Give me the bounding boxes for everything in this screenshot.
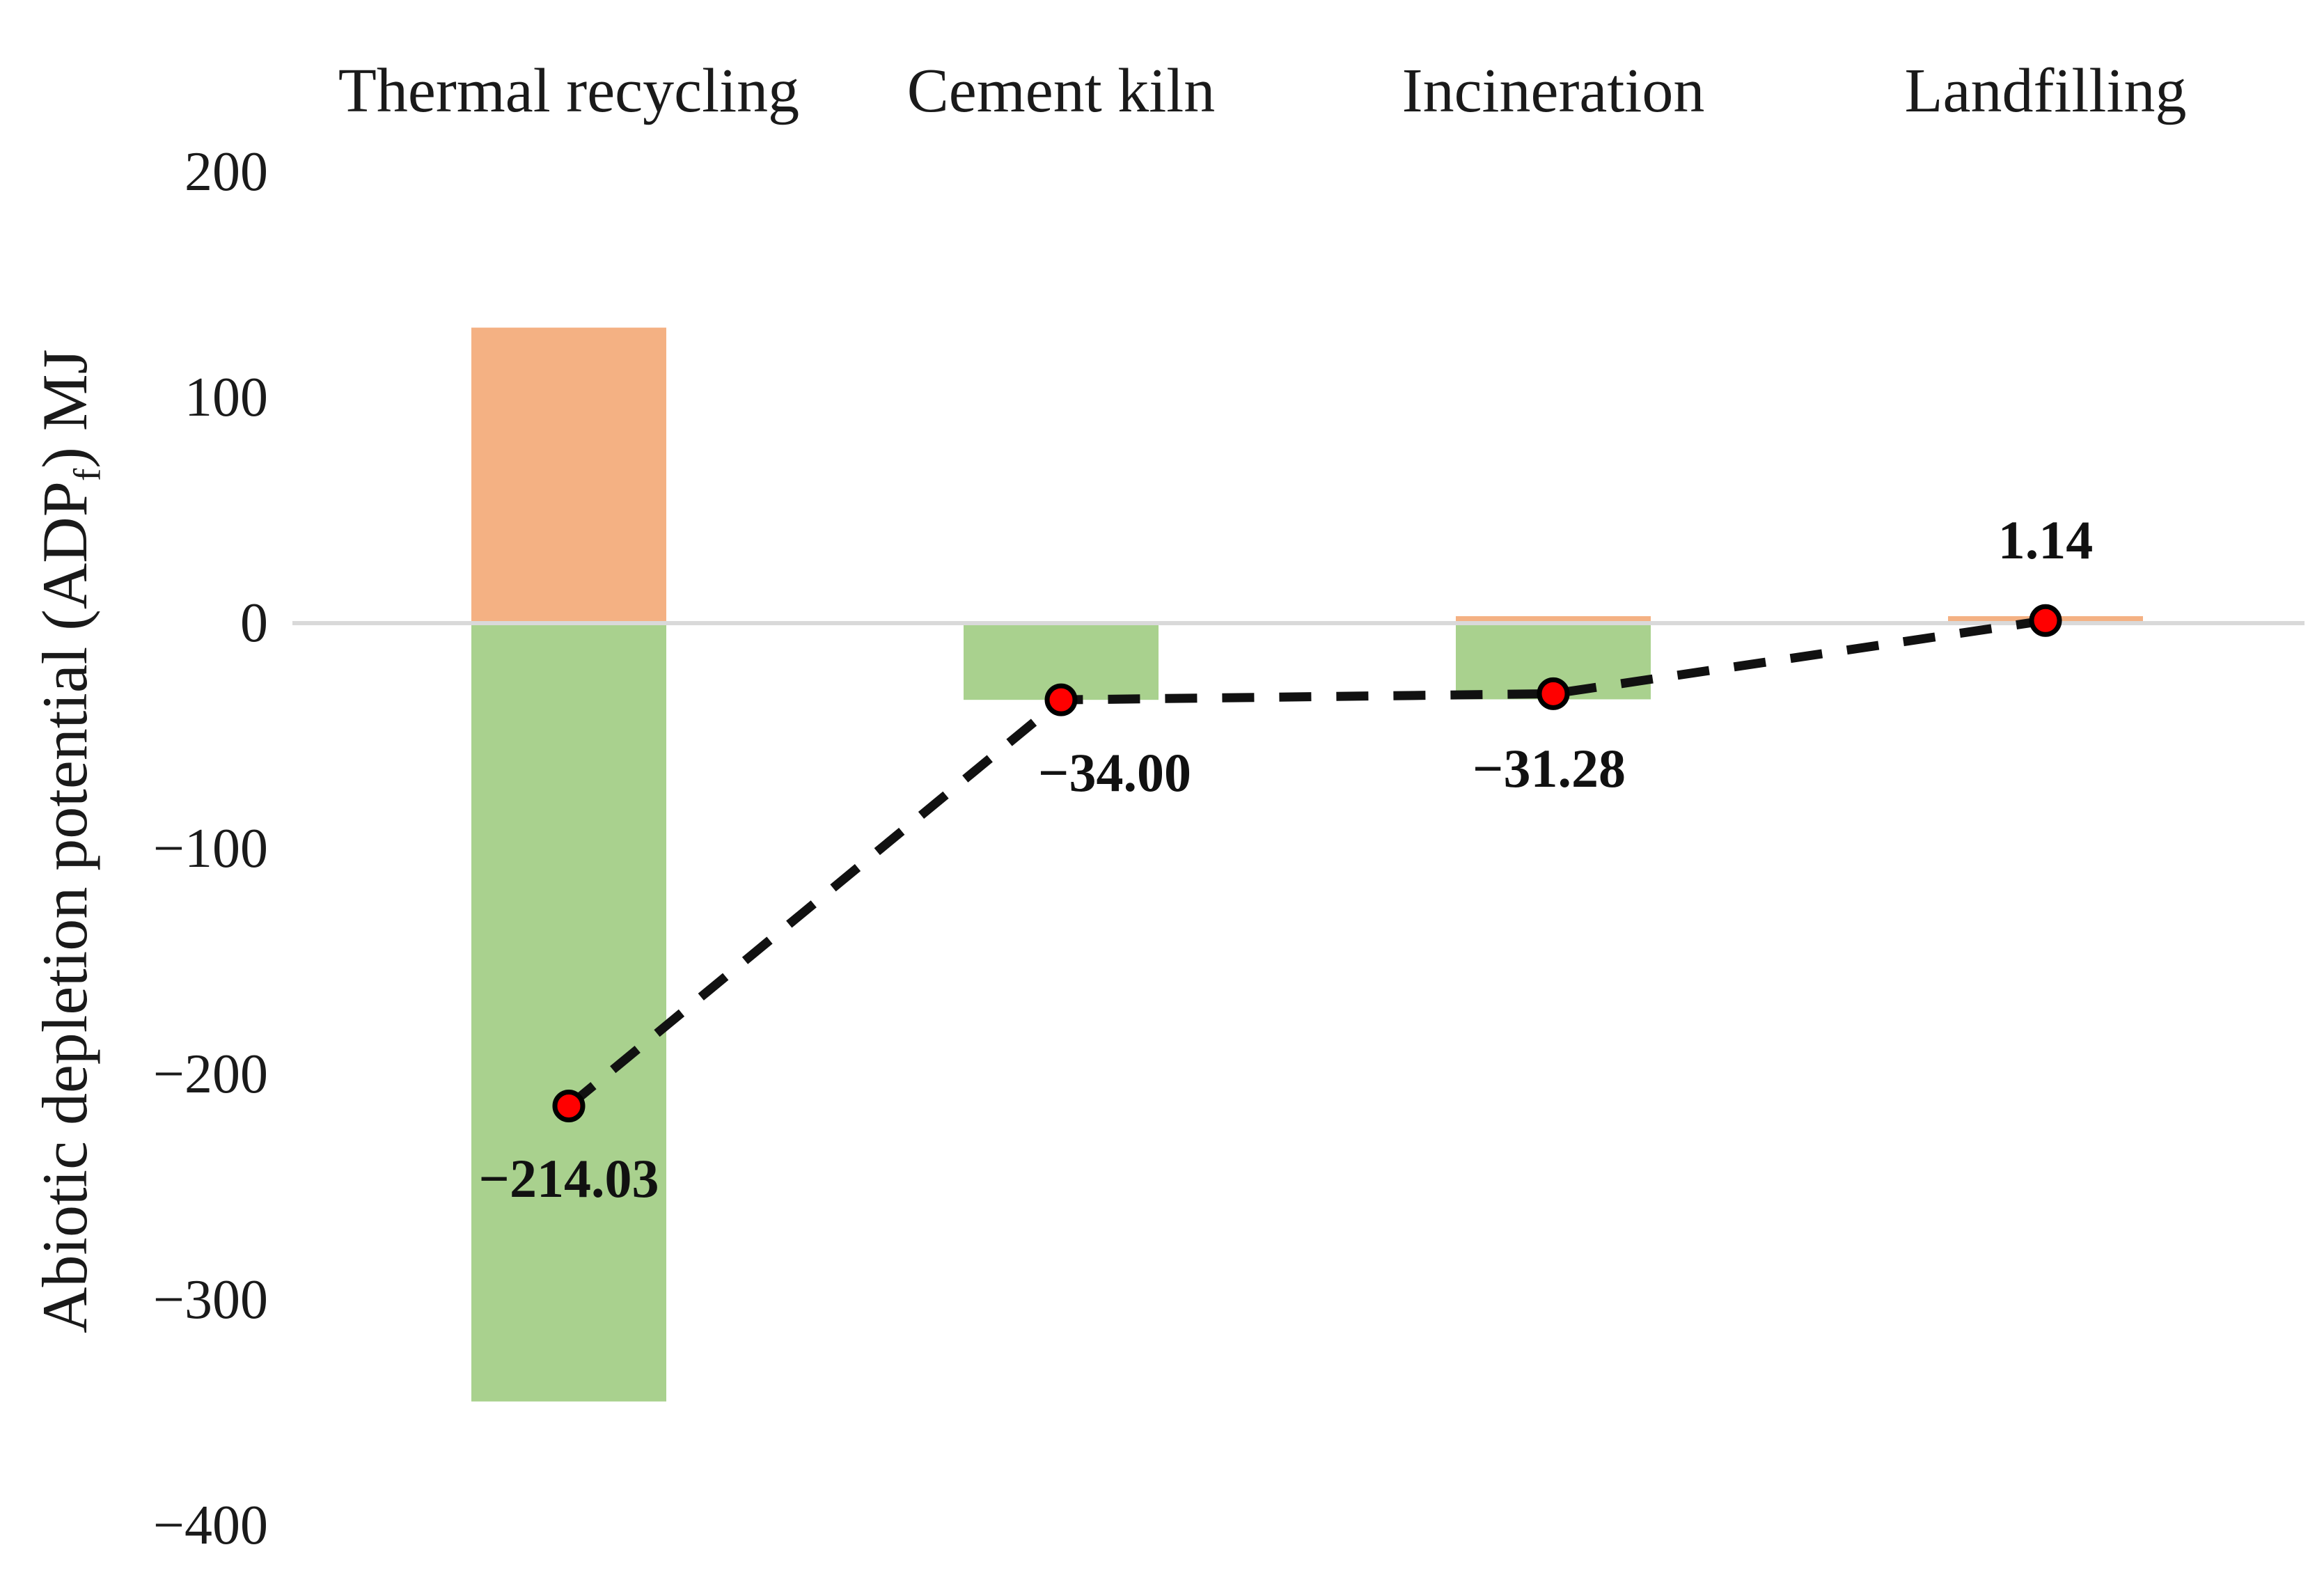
net-marker-thermal-recycling bbox=[552, 1089, 586, 1122]
data-label-landfilling: 1.14 bbox=[1997, 510, 2094, 571]
net-marker-incineration bbox=[1537, 677, 1570, 710]
net-marker-cement-kiln bbox=[1044, 683, 1078, 716]
bar-thermal-recycling-positive bbox=[471, 327, 666, 623]
y-tick-label-n300: −300 bbox=[152, 1269, 268, 1331]
net-marker-landfilling bbox=[2029, 604, 2062, 637]
y-axis-title-text: Abiotic depletion potential (ADP bbox=[29, 481, 100, 1333]
category-label-thermal-recycling: Thermal recycling bbox=[338, 56, 800, 125]
y-tick-label-n200: −200 bbox=[152, 1044, 268, 1105]
y-tick-label-0: 0 bbox=[240, 593, 268, 654]
category-label-incineration: Incineration bbox=[1402, 56, 1705, 125]
y-axis-title-suffix: ) MJ bbox=[29, 349, 100, 469]
category-label-landfilling: Landfilling bbox=[1904, 56, 2187, 125]
bar-thermal-recycling-negative bbox=[471, 623, 666, 1402]
y-tick-label-200: 200 bbox=[184, 141, 268, 203]
bar-incineration-positive bbox=[1456, 616, 1651, 623]
y-tick-label-100: 100 bbox=[184, 367, 268, 428]
data-label-thermal-recycling: −214.03 bbox=[478, 1148, 659, 1209]
category-label-cement-kiln: Cement kiln bbox=[906, 56, 1216, 125]
y-axis-title-subscript: f bbox=[65, 468, 109, 482]
data-label-incineration: −31.28 bbox=[1473, 738, 1626, 799]
net-line bbox=[565, 615, 2046, 1110]
y-tick-label-n100: −100 bbox=[152, 818, 268, 879]
y-axis-title: Abiotic depletion potential (ADPf) MJ bbox=[26, 349, 125, 1333]
data-label-cement-kiln: −34.00 bbox=[1038, 742, 1191, 803]
y-tick-label-n400: −400 bbox=[152, 1495, 268, 1556]
